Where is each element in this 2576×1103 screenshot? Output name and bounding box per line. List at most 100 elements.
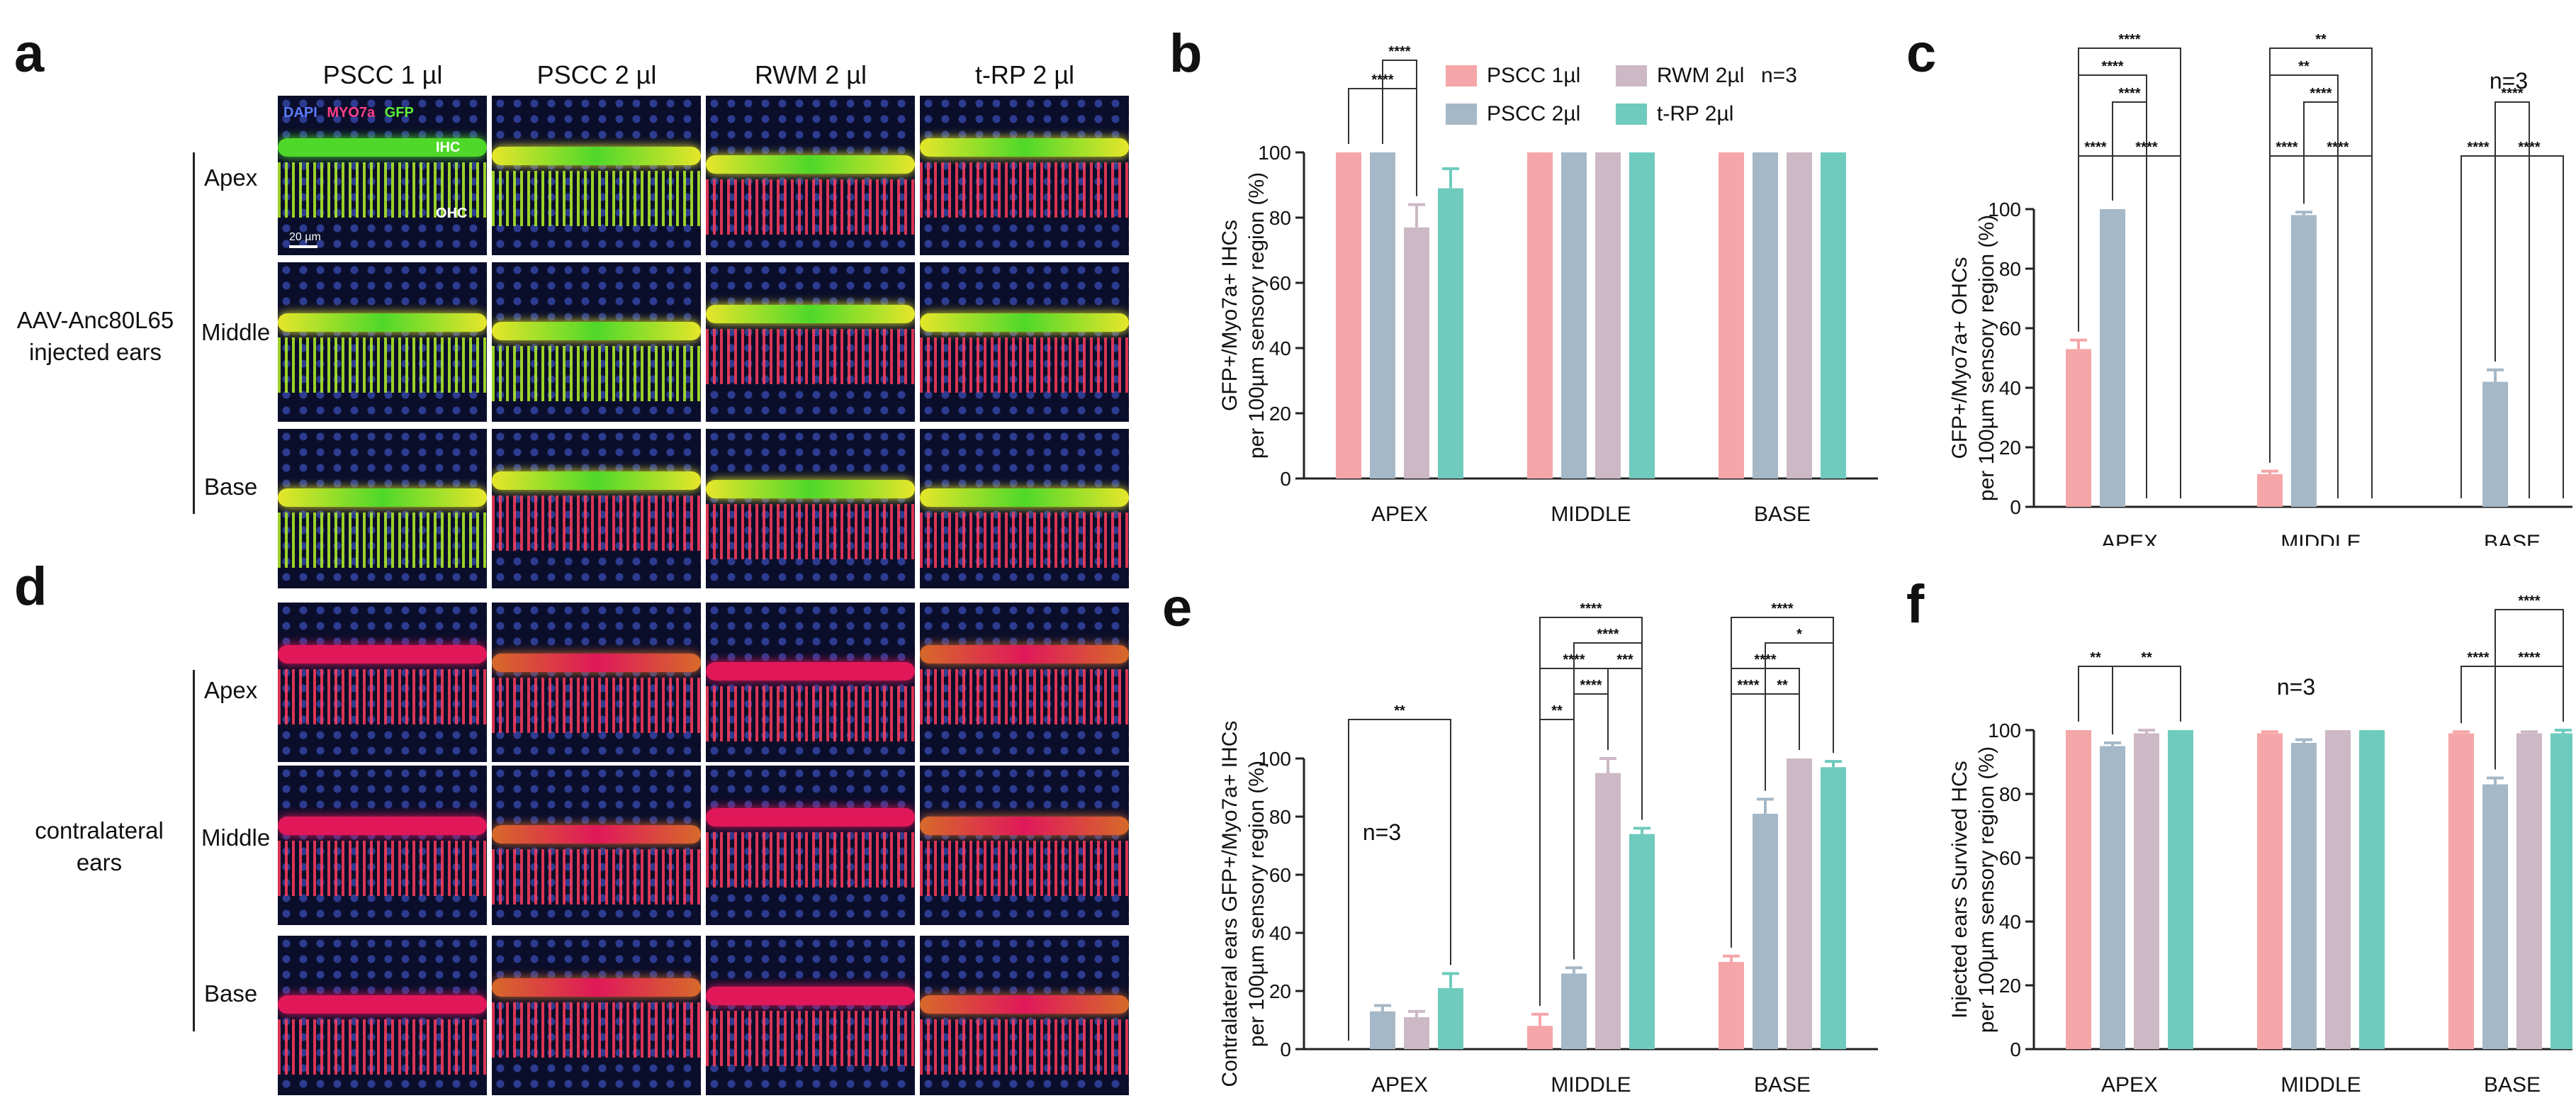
significance-label: **: [1777, 678, 1788, 693]
y-tick-label: 100: [1988, 198, 2021, 220]
chart-f: 0 20 40 60 80 100 Injected ears Survived HCs pe…: [1948, 593, 2572, 1097]
bar-middle-4: [2359, 730, 2385, 1049]
ohc-rows: [278, 841, 487, 896]
y-tick-label: 40: [1999, 911, 2021, 933]
micrograph-injected-base-4: [920, 429, 1129, 588]
group-label-contralateral: contralateral ears: [35, 817, 164, 875]
significance-label: ****: [1580, 678, 1602, 693]
bar-base-3: [1787, 152, 1812, 478]
ohc-rows: [706, 1011, 915, 1066]
row-label-apex-injected: Apex: [204, 164, 258, 191]
stain-label-gfp: GFP: [384, 105, 414, 121]
micrograph-contra-apex-4: [920, 603, 1129, 762]
micrograph-injected-middle-1: [278, 262, 487, 422]
significance-bracket: [2495, 155, 2564, 498]
significance-label: **: [1394, 703, 1405, 719]
ihc-band: [278, 138, 487, 157]
micrograph-contra-apex-2: [492, 603, 701, 762]
significance-bracket: [2303, 101, 2339, 498]
bar-base-2: [1753, 152, 1778, 478]
micrograph-injected-apex-4: [920, 96, 1129, 255]
x-tick-label: BASE: [1754, 1073, 1811, 1097]
ohc-rows: [920, 669, 1129, 724]
legend-label-rwm2: RWM 2µl: [1657, 64, 1745, 87]
bar-middle-1: [2257, 474, 2283, 507]
significance-label: ****: [1737, 678, 1759, 693]
y-axis-label: per 100µm sensory region (%): [1245, 761, 1269, 1047]
micrograph-contra-middle-2: [492, 766, 701, 925]
ihc-band: [492, 147, 701, 165]
bar-middle-2: [1561, 152, 1587, 478]
group-label-injected: AAV-Anc80L65 injected ears: [16, 307, 174, 365]
ihc-band: [706, 808, 915, 827]
significance-label: **: [2090, 650, 2101, 666]
scale-bar-label: 20 µm: [289, 231, 321, 243]
micrograph-injected-middle-4: [920, 262, 1129, 422]
bar-base-2: [1753, 813, 1778, 1049]
ihc-band: [706, 480, 915, 498]
bar-apex-3: [1404, 1017, 1429, 1049]
y-tick-label: 60: [1269, 272, 1291, 294]
significance-bracket: [1539, 617, 1643, 1006]
ihc-band: [278, 645, 487, 664]
significance-bracket: [2495, 666, 2564, 770]
micrograph-contra-apex-3: [706, 603, 915, 762]
significance-label: *: [1796, 627, 1802, 642]
bar-middle-3: [1595, 152, 1621, 478]
ihc-band: [920, 138, 1129, 157]
bar-base-3: [2516, 733, 2542, 1049]
significance-label: ****: [2118, 86, 2140, 101]
legend-label-trp2: t-RP 2µl: [1657, 102, 1734, 125]
y-tick-label: 80: [1269, 207, 1291, 229]
x-tick-label: APEX: [2101, 1073, 2158, 1097]
bar-middle-3: [2325, 730, 2351, 1049]
significance-label: **: [2298, 59, 2310, 74]
row-bracket-injected: [193, 152, 195, 514]
y-axis-label: per 100µm sensory region (%): [1975, 746, 1998, 1033]
micrograph-injected-apex-1: [278, 96, 487, 255]
y-tick-label: 60: [1999, 847, 2021, 869]
significance-label: ****: [2467, 140, 2489, 155]
micrograph-contra-base-3: [706, 936, 915, 1095]
bar-base-1: [1719, 152, 1744, 478]
legend-label-pscc1: PSCC 1µl: [1487, 64, 1581, 87]
stain-label-dapi: DAPI: [283, 105, 317, 121]
ihc-band: [492, 471, 701, 490]
ohc-rows: [492, 1002, 701, 1058]
ohc-rows: [492, 678, 701, 733]
stain-label-myo7a: MYO7a: [327, 105, 376, 121]
x-tick-label: MIDDLE: [2280, 531, 2361, 546]
ihc-band: [492, 825, 701, 844]
ihc-band: [920, 995, 1129, 1014]
bar-middle-1: [1527, 1026, 1553, 1049]
bar-middle-2: [2291, 743, 2317, 1049]
significance-label: ****: [2118, 32, 2140, 47]
bar-apex-3: [2134, 733, 2159, 1049]
ihc-band: [920, 817, 1129, 835]
micrograph-injected-base-3: [706, 429, 915, 588]
significance-label: ****: [2310, 86, 2332, 101]
micrograph-contra-middle-4: [920, 766, 1129, 925]
stain-legend: DAPI MYO7a GFP: [283, 105, 414, 121]
ohc-rows: [492, 171, 701, 226]
ihc-band: [492, 322, 701, 340]
chart-b: 0 20 40 60 80 100 GFP+/Myo7a+ IHCs per 100µm se…: [1218, 44, 1878, 526]
bar-apex-2: [1370, 1011, 1395, 1049]
micrograph-contra-middle-3: [706, 766, 915, 925]
ihc-band: [278, 995, 487, 1014]
significance-label: ****: [2101, 59, 2123, 74]
significance-bracket: [2078, 47, 2181, 498]
y-axis-label: Injected ears Survived HCs: [1948, 761, 1972, 1019]
micrograph-injected-apex-2: [492, 96, 701, 255]
y-tick-label: 0: [2010, 1038, 2021, 1060]
panel-label-b: b: [1169, 23, 1203, 84]
bar-apex-1: [2066, 349, 2091, 507]
y-tick-label: 60: [1269, 864, 1291, 886]
chart-c: 0 20 40 60 80 100 GFP+/Myo7a+ OHCs per 100µm se…: [1948, 32, 2572, 546]
y-tick-label: 0: [2010, 496, 2021, 518]
significance-bracket: [2269, 47, 2373, 498]
ihc-band: [706, 305, 915, 323]
bar-apex-3: [1404, 227, 1429, 478]
bar-base-4: [1821, 152, 1846, 478]
row-label-base-contra: Base: [204, 980, 258, 1007]
